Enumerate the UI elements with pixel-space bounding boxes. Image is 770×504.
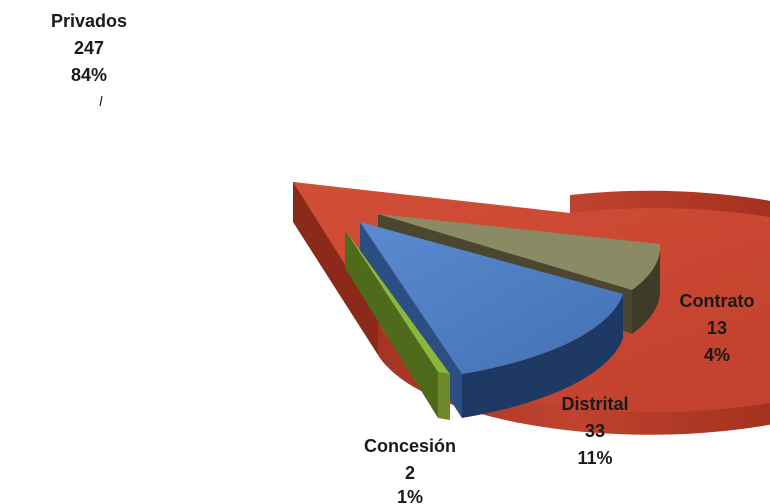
slice-distrital-top bbox=[360, 222, 623, 374]
slice-concesion-side bbox=[438, 372, 450, 420]
slice-concesion-inner bbox=[345, 230, 438, 418]
label-contrato-name: Contrato bbox=[680, 291, 755, 311]
slice-contrato-top bbox=[378, 214, 661, 290]
label-concesion-value: 2 bbox=[405, 463, 415, 483]
label-privados-value: 247 bbox=[74, 38, 104, 58]
label-concesion-percent: 1% bbox=[397, 487, 423, 504]
label-privados-name: Privados bbox=[51, 11, 127, 31]
privados-leader-line bbox=[99, 95, 103, 107]
label-privados-percent: 84% bbox=[71, 65, 107, 85]
slice-concesion bbox=[345, 230, 450, 420]
slice-privados-inner-face-2 bbox=[293, 182, 378, 355]
label-contrato: Contrato 13 4% bbox=[680, 291, 755, 365]
label-contrato-percent: 4% bbox=[704, 345, 730, 365]
label-contrato-value: 13 bbox=[707, 318, 727, 338]
label-distrital-value: 33 bbox=[585, 421, 605, 441]
slice-concesion-top bbox=[345, 230, 450, 374]
slice-contrato-side bbox=[632, 244, 661, 334]
label-concesion-name: Concesión bbox=[364, 436, 456, 456]
slice-distrital-side bbox=[462, 294, 623, 418]
label-distrital-name: Distrital bbox=[561, 394, 628, 414]
label-privados: Privados 247 84% bbox=[51, 11, 127, 85]
label-concesion: Concesión 2 1% bbox=[364, 436, 456, 504]
label-distrital-percent: 11% bbox=[577, 448, 612, 468]
label-distrital: Distrital 33 11% bbox=[561, 394, 628, 468]
